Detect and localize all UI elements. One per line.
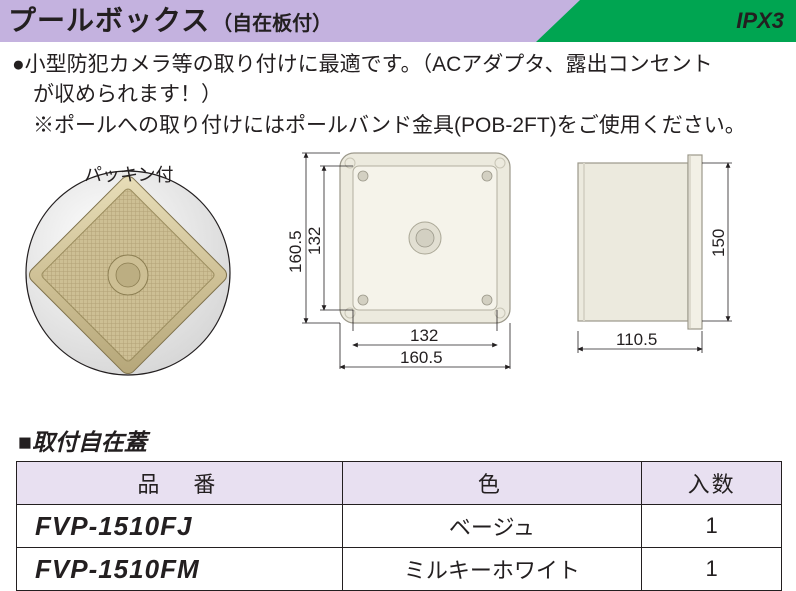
section-title: ■取付自在蓋: [18, 423, 796, 457]
table-row: FVP-1510FM ミルキーホワイト 1: [17, 548, 782, 591]
desc-line-1: ●小型防犯カメラ等の取り付けに最適です。（ACアダプタ、露出コンセント: [12, 50, 786, 80]
cell-color: ミルキーホワイト: [342, 548, 642, 591]
th-partno: 品 番: [17, 462, 343, 505]
dim-v-inner: 132: [305, 227, 324, 255]
cell-color: ベージュ: [342, 505, 642, 548]
table-header-row: 品 番 色 入数: [17, 462, 782, 505]
description: ●小型防犯カメラ等の取り付けに最適です。（ACアダプタ、露出コンセント が収めら…: [0, 42, 796, 145]
cell-partno: FVP-1510FJ: [17, 505, 343, 548]
spec-table: 品 番 色 入数 FVP-1510FJ ベージュ 1 FVP-1510FM ミル…: [16, 461, 782, 591]
dim-side-d: 110.5: [616, 330, 657, 349]
front-diagram: 160.5 132 132 160.5: [268, 145, 528, 395]
ip-rating: IPX3: [736, 0, 784, 42]
figures-area: パッキン付: [0, 145, 796, 423]
desc-line-2: が収められます！）: [12, 80, 786, 110]
cell-partno: FVP-1510FM: [17, 548, 343, 591]
cell-qty: 1: [642, 505, 782, 548]
dim-side-h: 150: [709, 229, 728, 257]
table-row: FVP-1510FJ ベージュ 1: [17, 505, 782, 548]
cell-qty: 1: [642, 548, 782, 591]
header-bar: プールボックス （自在板付） IPX3: [0, 0, 796, 42]
side-diagram: 150 110.5: [556, 145, 774, 395]
page-subtitle: （自在板付）: [212, 3, 332, 45]
th-qty: 入数: [642, 462, 782, 505]
page-title: プールボックス: [8, 0, 210, 42]
packing-label: パッキン付: [84, 161, 173, 187]
desc-line-3: ※ポールへの取り付けにはポールバンド金具(POB-2FT)をご使用ください。: [12, 111, 786, 141]
th-color: 色: [342, 462, 642, 505]
packing-figure: パッキン付: [14, 149, 242, 377]
dim-h-outer: 160.5: [400, 348, 443, 367]
dim-v-outer: 160.5: [286, 231, 305, 274]
dim-h-inner: 132: [410, 326, 438, 345]
